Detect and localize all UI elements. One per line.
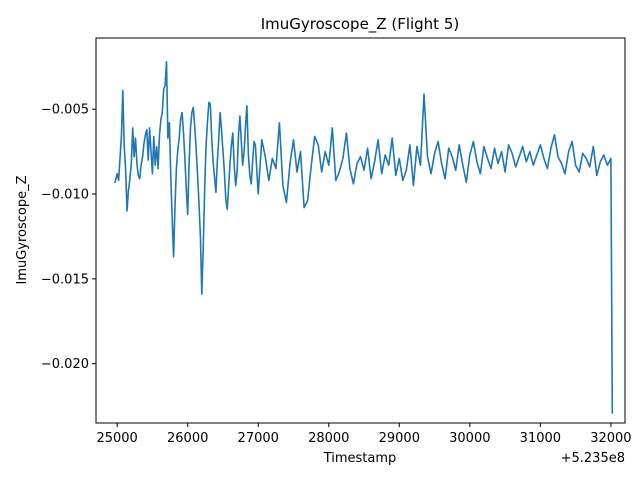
y-axis-label: ImuGyroscope_Z xyxy=(15,175,30,284)
x-tick-label: 32000 xyxy=(590,431,631,446)
x-axis-label: Timestamp xyxy=(323,451,397,466)
x-tick-label: 28000 xyxy=(308,431,349,446)
y-tick-label: −0.020 xyxy=(41,357,89,372)
plot-area xyxy=(114,60,614,414)
x-axis-ticks: 25000 26000 27000 28000 29000 30000 31000 32000 xyxy=(96,423,632,446)
y-axis-ticks: −0.020 −0.015 −0.010 −0.005 xyxy=(41,103,96,372)
x-tick-label: 30000 xyxy=(449,431,490,446)
x-tick-label: 26000 xyxy=(167,431,208,446)
chart-title: ImuGyroscope_Z (Flight 5) xyxy=(261,15,459,34)
x-tick-label: 25000 xyxy=(96,431,137,446)
x-tick-label: 27000 xyxy=(238,431,279,446)
x-tick-label: 29000 xyxy=(379,431,420,446)
y-tick-label: −0.010 xyxy=(41,188,89,203)
x-axis-offset-label: +5.235e8 xyxy=(561,451,625,466)
x-tick-label: 31000 xyxy=(520,431,561,446)
axes-frame xyxy=(95,37,626,424)
y-tick-label: −0.005 xyxy=(41,103,89,118)
series-line xyxy=(114,60,614,414)
y-tick-label: −0.015 xyxy=(41,272,89,287)
